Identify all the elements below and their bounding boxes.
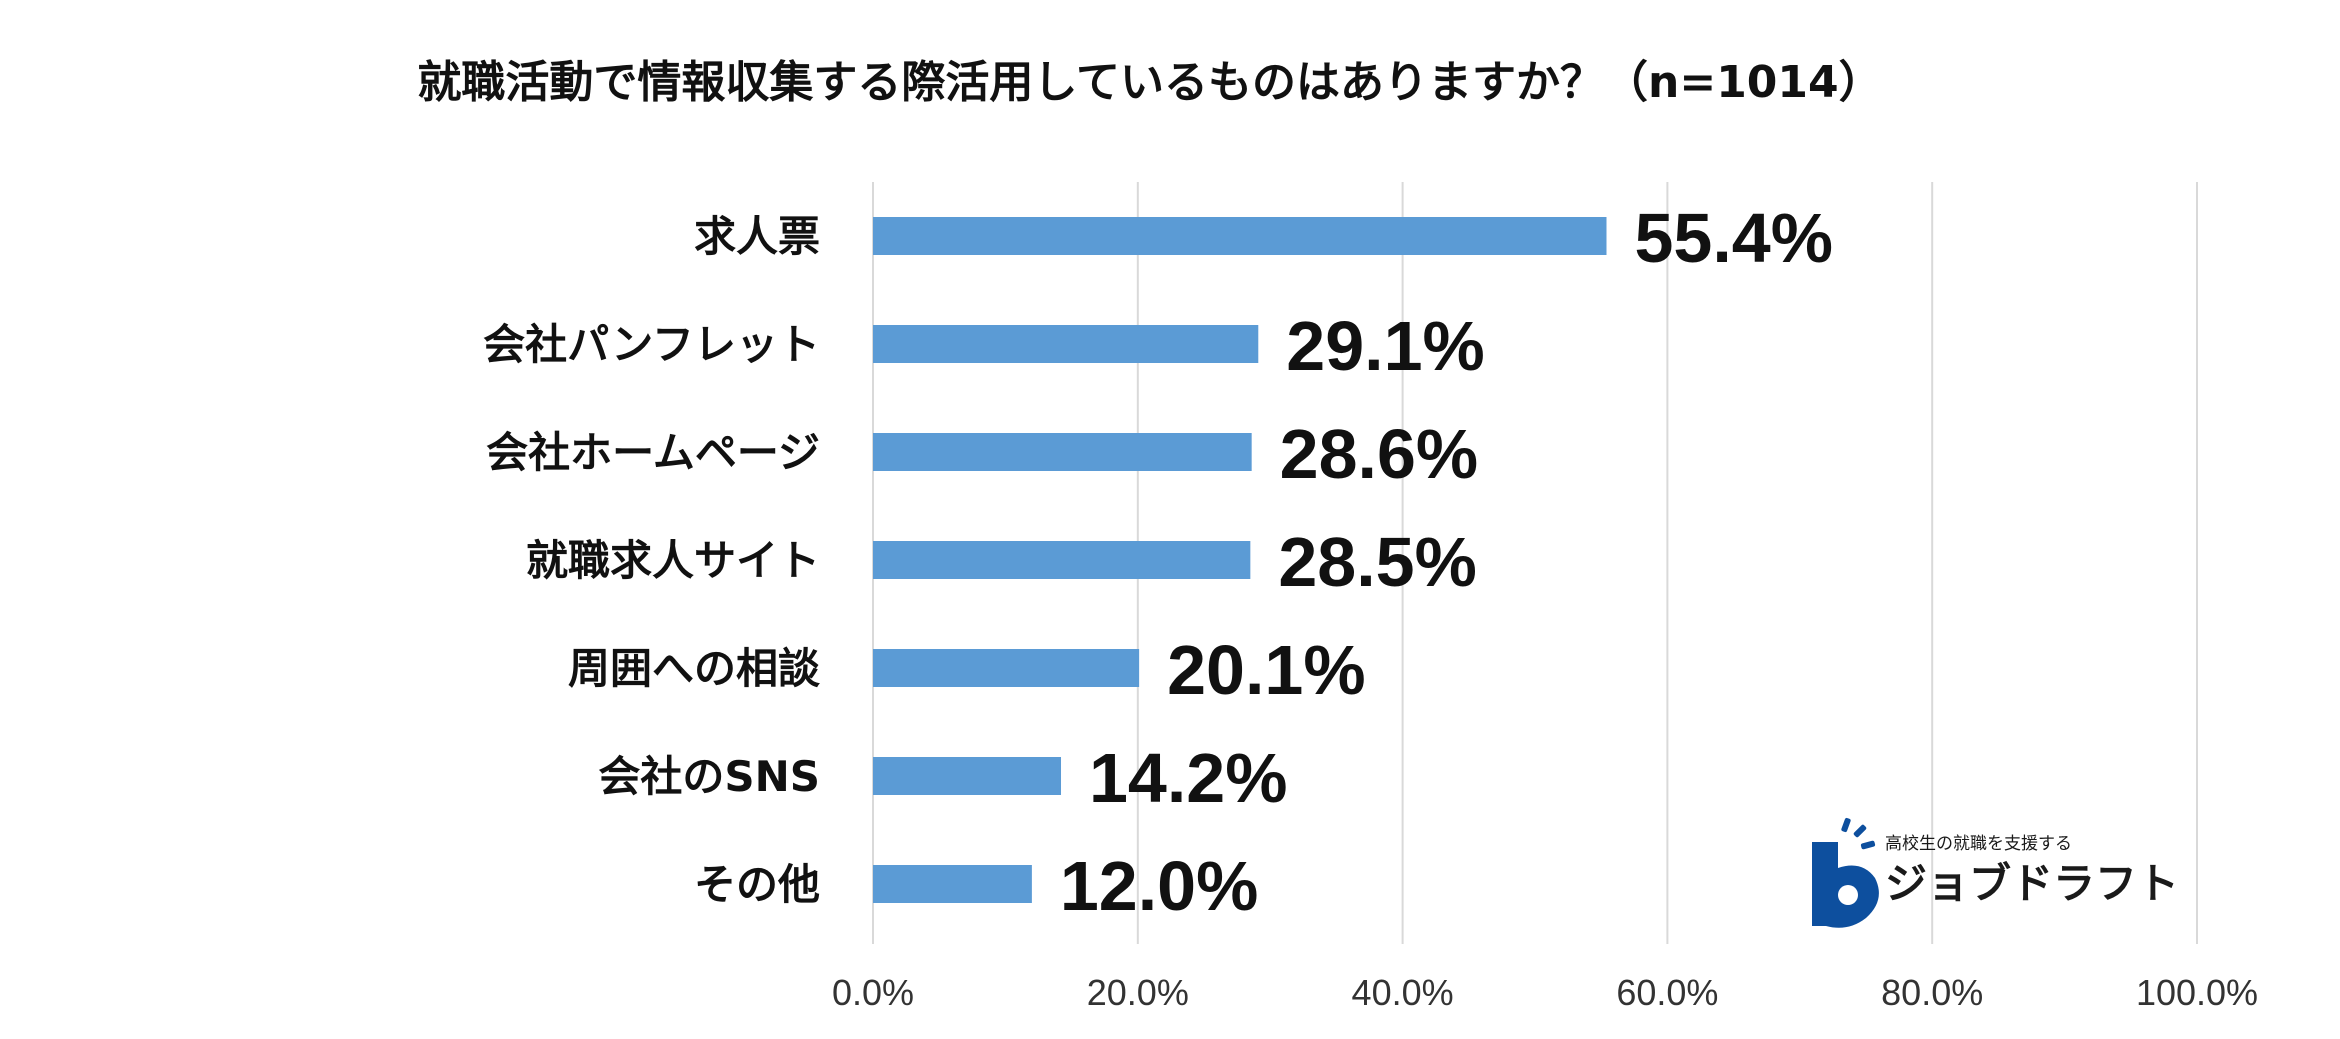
bar: [873, 217, 1607, 255]
category-label: 求人票: [694, 212, 820, 261]
chart-title: 就職活動で情報収集する際活用しているものはありますか？（n=1014）: [417, 57, 1882, 108]
category-label: 会社ホームページ: [486, 428, 820, 477]
category-label: 会社パンフレット: [483, 320, 820, 369]
data-label: 29.1%: [1286, 307, 1484, 385]
logo: 高校生の就職を支援する ジョブドラフト: [1812, 817, 2179, 928]
x-tick-label: 100.0%: [2136, 972, 2258, 1013]
bar: [873, 865, 1032, 903]
x-tick-label: 40.0%: [1352, 972, 1454, 1013]
bar: [873, 325, 1259, 363]
bars: [873, 217, 1607, 903]
category-label: その他: [694, 860, 820, 909]
bar: [873, 649, 1140, 687]
x-tick-label: 80.0%: [1881, 972, 1983, 1013]
gridlines: [872, 182, 2198, 944]
logo-mark: [1812, 842, 1879, 928]
data-label: 14.2%: [1089, 739, 1287, 817]
bar: [873, 757, 1062, 795]
logo-icon: [1812, 817, 1879, 928]
data-label: 55.4%: [1634, 199, 1832, 277]
data-label: 28.6%: [1280, 415, 1478, 493]
logo-mark-hole: [1838, 885, 1858, 905]
bar: [873, 541, 1251, 579]
data-label: 28.5%: [1278, 523, 1476, 601]
x-tick-label: 0.0%: [832, 972, 914, 1013]
x-tick-label: 20.0%: [1087, 972, 1189, 1013]
category-label: 会社のSNS: [598, 752, 820, 801]
value-labels: 55.4% 29.1% 28.6% 28.5% 20.1% 14.2% 12.0%: [1060, 199, 1833, 925]
logo-mark-ray: [1853, 824, 1867, 838]
x-axis-ticks: 0.0% 20.0% 40.0% 60.0% 80.0% 100.0%: [832, 972, 2258, 1013]
x-tick-label: 60.0%: [1616, 972, 1718, 1013]
data-label: 12.0%: [1060, 847, 1258, 925]
category-label: 就職求人サイト: [526, 536, 820, 585]
data-label: 20.1%: [1167, 631, 1365, 709]
logo-mark-ray: [1841, 817, 1851, 833]
logo-name: ジョブドラフト: [1885, 859, 2179, 908]
logo-tagline: 高校生の就職を支援する: [1885, 834, 2072, 854]
logo-mark-ray: [1860, 840, 1876, 850]
bar: [873, 433, 1252, 471]
category-label: 周囲への相談: [568, 644, 820, 693]
